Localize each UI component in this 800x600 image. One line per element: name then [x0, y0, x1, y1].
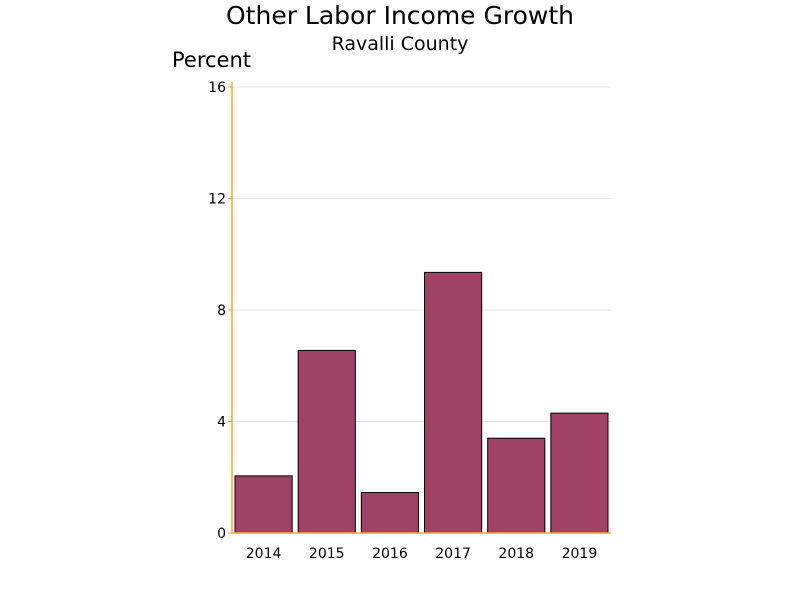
y-axis-label: Percent	[172, 48, 252, 72]
x-tick-label: 2019	[562, 546, 598, 562]
tick-labels: 0 4 8 12 16 2014 2015 2016 2017 2018 2019	[208, 80, 597, 562]
bar-2018	[487, 437, 546, 534]
x-tick-label: 2014	[246, 546, 282, 562]
bar-2014	[234, 475, 293, 534]
bar-2017	[424, 271, 483, 534]
chart-subtitle: Ravalli County	[331, 33, 469, 55]
y-tick-label: 12	[208, 192, 226, 208]
gridlines	[232, 86, 611, 422]
bar-2015	[297, 349, 356, 534]
x-tick-label: 2018	[498, 546, 534, 562]
x-tick-label: 2017	[435, 546, 471, 562]
x-tick-label: 2016	[372, 546, 408, 562]
x-tick-label: 2015	[309, 546, 345, 562]
y-tick-label: 4	[217, 415, 226, 431]
y-tick-label: 8	[217, 303, 226, 319]
y-tick-label: 16	[208, 80, 226, 96]
bar-2016	[360, 492, 420, 534]
y-tick-label: 0	[217, 526, 226, 542]
axes	[228, 82, 611, 534]
chart-title: Other Labor Income Growth	[226, 1, 574, 30]
bar-2019	[550, 412, 609, 534]
bars	[234, 271, 609, 534]
